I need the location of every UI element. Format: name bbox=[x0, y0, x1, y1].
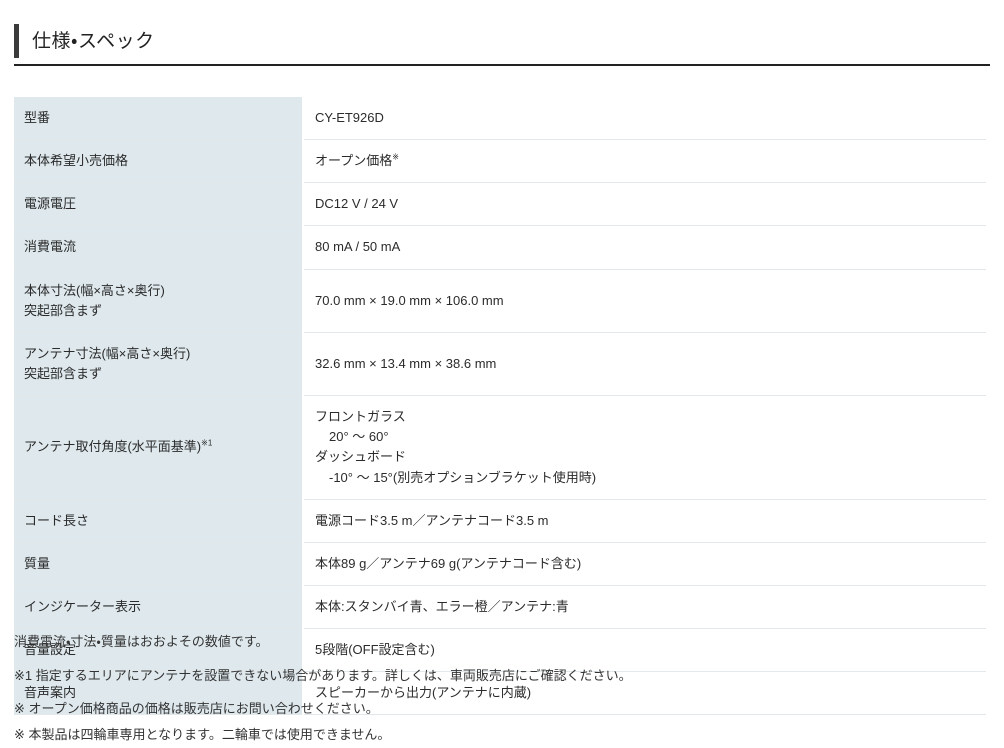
spec-label-subtext: 突起部含まず bbox=[24, 365, 103, 381]
spec-value-line: 20° 〜 60° bbox=[329, 429, 389, 445]
page-title: 仕様・スペック bbox=[32, 30, 155, 52]
spec-label-cell: 消費電流 bbox=[14, 225, 304, 270]
spec-label-text: 本体希望小売価格 bbox=[24, 153, 129, 169]
footnote-line: 消費電流・寸法・質量はおおよその数値です。 bbox=[14, 634, 269, 649]
table-row: 型番 CY-ET926D bbox=[14, 97, 986, 140]
spec-label-cell: コード長さ bbox=[14, 499, 304, 543]
spec-value-line: 5段階(OFF設定含む) bbox=[315, 642, 435, 658]
spec-value-line: ダッシュボード bbox=[315, 449, 407, 465]
footnote-line: ※1 指定するエリアにアンテナを設置できない場合があります。詳しくは、車両販売店… bbox=[14, 667, 632, 683]
spec-label-cell: 本体希望小売価格 bbox=[14, 139, 304, 183]
spec-table: 型番 CY-ET926D 本体希望小売価格 オープン価格※ 電源電圧 DC12 V / 2… bbox=[14, 97, 986, 715]
table-row: アンテナ取付角度(水平面基準)※1 フロントガラス 20° 〜 60° ダッシュボード… bbox=[14, 395, 986, 500]
spec-label-text: アンテナ取付角度(水平面基準)※1 bbox=[24, 439, 213, 455]
spec-label-subtext: 突起部含まず bbox=[24, 302, 103, 318]
section-header: 仕様・スペック bbox=[14, 18, 990, 66]
spec-value-cell: フロントガラス 20° 〜 60° ダッシュボード -10° 〜 15°(別売オプショ… bbox=[303, 395, 986, 500]
spec-value-cell: 電源コード3.5 m／アンテナコード3.5 m bbox=[303, 499, 986, 543]
spec-value-line: フロントガラス bbox=[315, 409, 406, 425]
spec-value-cell: 32.6 mm × 13.4 mm × 38.6 mm bbox=[303, 332, 986, 396]
spec-label-text: コード長さ bbox=[24, 512, 90, 528]
spec-label-cell: アンテナ取付角度(水平面基準)※1 bbox=[14, 395, 304, 500]
footnote-mark: ※1 bbox=[201, 439, 213, 448]
footnote-line: ※ オープン価格商品の価格は販売店にお問い合わせください。 bbox=[14, 701, 379, 716]
table-row: 消費電流 80 mA / 50 mA bbox=[14, 225, 986, 270]
table-row: コード長さ 電源コード3.5 m／アンテナコード3.5 m bbox=[14, 499, 986, 543]
spec-label-text: 本体寸法(幅×高さ×奥行) bbox=[24, 282, 165, 298]
spec-value-cell: オープン価格※ bbox=[303, 139, 986, 183]
spec-value-cell: 本体89 g／アンテナ69 g(アンテナコード含む) bbox=[303, 542, 986, 586]
footnote-mark: ※ bbox=[392, 152, 399, 162]
spec-label-text: 音量設定 bbox=[24, 642, 77, 658]
spec-label-text: 消費電流 bbox=[24, 239, 77, 255]
header-accent-bar bbox=[14, 24, 19, 58]
spec-label-cell: インジケーター表示 bbox=[14, 585, 304, 629]
spec-value-cell: 5段階(OFF設定含む) bbox=[303, 628, 986, 672]
spec-value-cell: 80 mA / 50 mA bbox=[303, 225, 986, 270]
spec-label-cell: 音声案内 bbox=[14, 671, 304, 715]
footnote-line: ※ 本製品は四輪車専用となります。二輪車では使用できません。 bbox=[14, 726, 391, 742]
spec-label-cell: 型番 bbox=[14, 97, 304, 140]
spec-label-text: 質量 bbox=[24, 555, 51, 571]
table-row: 本体寸法(幅×高さ×奥行) 突起部含まず 70.0 mm × 19.0 mm × 1… bbox=[14, 269, 986, 333]
spec-label-cell: 本体寸法(幅×高さ×奥行) 突起部含まず bbox=[14, 269, 304, 333]
spec-value-cell: DC12 V / 24 V bbox=[303, 182, 986, 226]
spec-value-cell: スピーカーから出力(アンテナに内蔵) bbox=[303, 671, 986, 715]
spec-value-line: オープン価格※ bbox=[315, 152, 399, 169]
spec-value-cell: CY-ET926D bbox=[303, 97, 986, 140]
spec-value-line: 80 mA / 50 mA bbox=[315, 239, 401, 255]
spec-value-line: 本体:スタンバイ青、エラー橙／アンテナ:青 bbox=[315, 598, 569, 614]
table-row: 電源電圧 DC12 V / 24 V bbox=[14, 182, 986, 226]
spec-label-cell: アンテナ寸法(幅×高さ×奥行) 突起部含まず bbox=[14, 332, 304, 396]
table-row: 質量 本体89 g／アンテナ69 g(アンテナコード含む) bbox=[14, 542, 986, 586]
spec-value-line: 32.6 mm × 13.4 mm × 38.6 mm bbox=[315, 355, 497, 371]
spec-label-text: 電源電圧 bbox=[24, 196, 77, 212]
spec-value-line: スピーカーから出力(アンテナに内蔵) bbox=[315, 685, 532, 701]
spec-value-line: 本体89 g／アンテナ69 g(アンテナコード含む) bbox=[315, 555, 582, 571]
footnotes: 消費電流・寸法・質量はおおよその数値です。 ※1 指定するエリアにアンテナを設置で… bbox=[14, 632, 990, 744]
spec-value-cell: 70.0 mm × 19.0 mm × 106.0 mm bbox=[303, 269, 986, 333]
spec-value-cell: 本体:スタンバイ青、エラー橙／アンテナ:青 bbox=[303, 585, 986, 629]
spec-label-cell: 電源電圧 bbox=[14, 182, 304, 226]
table-row: 音声案内 スピーカーから出力(アンテナに内蔵) bbox=[14, 671, 986, 715]
spec-label-text: インジケーター表示 bbox=[24, 598, 142, 614]
table-row: アンテナ寸法(幅×高さ×奥行) 突起部含まず 32.6 mm × 13.4 mm ×… bbox=[14, 332, 986, 396]
spec-table-body: 型番 CY-ET926D 本体希望小売価格 オープン価格※ 電源電圧 DC12 V / 2… bbox=[14, 97, 986, 715]
spec-value-line: -10° 〜 15°(別売オプションブラケット使用時) bbox=[329, 469, 597, 485]
spec-label-cell: 質量 bbox=[14, 542, 304, 586]
spec-label-text: アンテナ寸法(幅×高さ×奥行) bbox=[24, 345, 191, 361]
table-row: インジケーター表示 本体:スタンバイ青、エラー橙／アンテナ:青 bbox=[14, 585, 986, 629]
spec-label-text: 型番 bbox=[24, 110, 51, 125]
spec-label-cell: 音量設定 bbox=[14, 628, 304, 672]
spec-value-line: 70.0 mm × 19.0 mm × 106.0 mm bbox=[315, 292, 504, 308]
spec-value-line: DC12 V / 24 V bbox=[315, 196, 399, 212]
table-row: 音量設定 5段階(OFF設定含む) bbox=[14, 628, 986, 672]
spec-value-line: 電源コード3.5 m／アンテナコード3.5 m bbox=[315, 512, 549, 528]
spec-value-line: CY-ET926D bbox=[315, 110, 384, 125]
spec-label-text: 音声案内 bbox=[24, 685, 77, 701]
table-row: 本体希望小売価格 オープン価格※ bbox=[14, 139, 986, 183]
